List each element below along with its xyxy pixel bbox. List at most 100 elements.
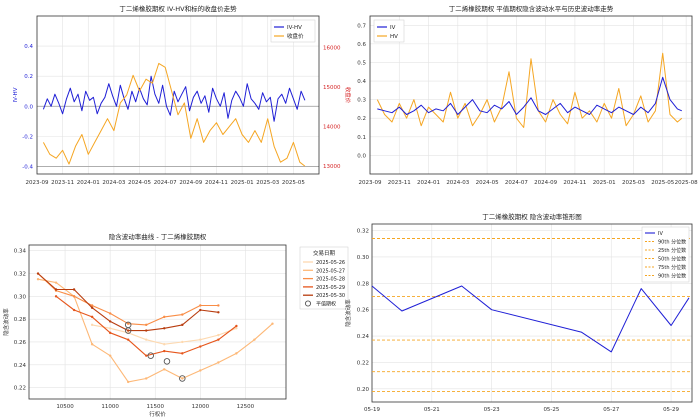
legend-label: IV-HV <box>287 25 302 31</box>
y-tick-label: 0.24 <box>357 334 370 340</box>
smile-point <box>108 331 112 335</box>
y-tick-label: -0.4 <box>22 164 33 170</box>
smile-point <box>145 338 148 341</box>
x-tick-label: 2024-11 <box>205 180 228 186</box>
series-line-iv <box>371 285 690 353</box>
smile-point <box>181 340 184 344</box>
y-tick-label: 0.26 <box>357 308 370 314</box>
smile-point <box>217 361 220 364</box>
smile-point <box>54 288 58 291</box>
chart-iv-hv-level: 2023-09 2023-11 2024-01 2024-03 2024-05 2024-… <box>357 4 698 186</box>
x-tick-label: 10500 <box>56 404 74 410</box>
legend-label: HV <box>390 34 398 40</box>
legend-label: 收盘价 <box>287 32 304 40</box>
smile-point <box>271 322 274 325</box>
legend-box <box>641 226 690 283</box>
x-tick-label: 05-21 <box>424 407 440 413</box>
smile-point <box>90 306 94 309</box>
chart-iv-hv-frame <box>369 15 693 175</box>
y-tick-label: 0.0 <box>24 104 33 110</box>
legend-label: 2025-05-28 <box>316 277 345 283</box>
legend-label: 2025-05-26 <box>316 260 345 266</box>
x-tick-label: 05-19 <box>364 407 380 413</box>
y2-tick-label: 13000 <box>323 164 341 170</box>
smile-line <box>37 278 273 383</box>
smile-point <box>126 338 130 341</box>
smile-point <box>217 304 220 307</box>
x-tick-label: 2024-03 <box>446 180 469 186</box>
smile-point <box>163 368 166 371</box>
legend-label: 2025-05-30 <box>316 293 345 299</box>
y-tick-label: 0.6 <box>357 42 366 48</box>
x-tick-label: 2024-05 <box>128 180 151 186</box>
atm-marker <box>179 375 186 382</box>
smile-point <box>36 278 40 281</box>
smile-point <box>199 338 202 341</box>
x-tick-label: 2023-09 <box>26 180 49 186</box>
y2-axis-label: 收盘价 <box>344 87 352 104</box>
smile-point <box>181 313 184 316</box>
x-tick-label: 2024-07 <box>505 180 528 186</box>
smile-point <box>181 377 184 380</box>
smile-point <box>126 329 130 332</box>
smile-point <box>145 354 148 357</box>
chart-smile-frame <box>28 244 287 400</box>
x-tick-label: 2025-01 <box>593 180 616 186</box>
smile-point <box>181 323 184 327</box>
legend-label: 2025-05-27 <box>316 268 345 274</box>
y-tick-label: 0.30 <box>14 294 27 300</box>
legend-label: IV <box>658 231 663 237</box>
y-tick-label: 0.28 <box>14 317 27 323</box>
chart-iv-cone: 05-19 05-21 05-23 05-25 05-27 05-29 0.20 0.22 0.… <box>344 212 693 413</box>
y-axis-label: 隐含波动率 <box>344 299 352 327</box>
smile-point <box>108 320 112 323</box>
x-tick-label: 2024-07 <box>154 180 177 186</box>
y-tick-label: 0.22 <box>14 386 26 392</box>
x-tick-label: 2023-11 <box>388 180 411 186</box>
x-tick-label: 05-25 <box>543 407 559 413</box>
legend-label: 90th 分位数 <box>658 273 686 280</box>
smile-point <box>199 308 202 312</box>
legend-label: 90th 分位数 <box>658 239 686 246</box>
x-tick-label: 2025-08 <box>675 180 698 186</box>
legend-label: 75th 分位数 <box>658 264 686 271</box>
y-tick-label: 0.3 <box>357 98 366 104</box>
y-tick-label: 0.32 <box>357 229 369 235</box>
smile-point <box>126 380 130 384</box>
y-tick-label: 0.28 <box>357 281 370 287</box>
smile-point <box>235 324 238 328</box>
smile-point <box>108 312 112 315</box>
x-tick-label: 2024-01 <box>77 180 100 186</box>
x-tick-label: 2024-03 <box>102 180 125 186</box>
chart-iv-smile: 10500 11000 11500 12000 12500 0.22 0.24 0.26 0.2… <box>2 232 349 418</box>
x-tick-label: 2024-05 <box>476 180 499 186</box>
x-tick-label: 2025-03 <box>622 180 645 186</box>
smile-point <box>90 304 94 307</box>
y-tick-label: 0.4 <box>24 44 33 50</box>
x-axis-label: 行权价 <box>149 410 166 418</box>
atm-marker <box>124 327 132 334</box>
series-line-iv <box>377 76 682 115</box>
y-tick-label: 0.2 <box>24 74 33 80</box>
x-tick-label: 2023-11 <box>51 180 74 186</box>
smile-point <box>72 288 76 291</box>
x-tick-label: 2025-03 <box>256 180 279 186</box>
legend-label: 2025-05-29 <box>316 285 345 291</box>
smile-point <box>72 295 76 298</box>
y-axis-label: IV-HV <box>13 87 19 102</box>
smile-point <box>54 281 58 284</box>
chart-cone-frame <box>371 223 693 403</box>
x-tick-label: 11500 <box>146 404 164 410</box>
x-tick-label: 12500 <box>237 404 255 410</box>
smile-point <box>145 377 148 380</box>
x-tick-label: 2024-09 <box>179 180 202 186</box>
smile-point <box>126 322 130 325</box>
smile-point <box>199 345 202 348</box>
smile-point <box>235 352 238 355</box>
y-tick-label: 0.26 <box>14 340 27 346</box>
x-tick-label: 2025-05 <box>651 180 674 186</box>
legend-label: IV <box>390 25 396 31</box>
legend-label: 50th 分位数 <box>658 256 686 263</box>
y-tick-label: 0.20 <box>357 387 370 393</box>
smile-point <box>217 338 220 341</box>
